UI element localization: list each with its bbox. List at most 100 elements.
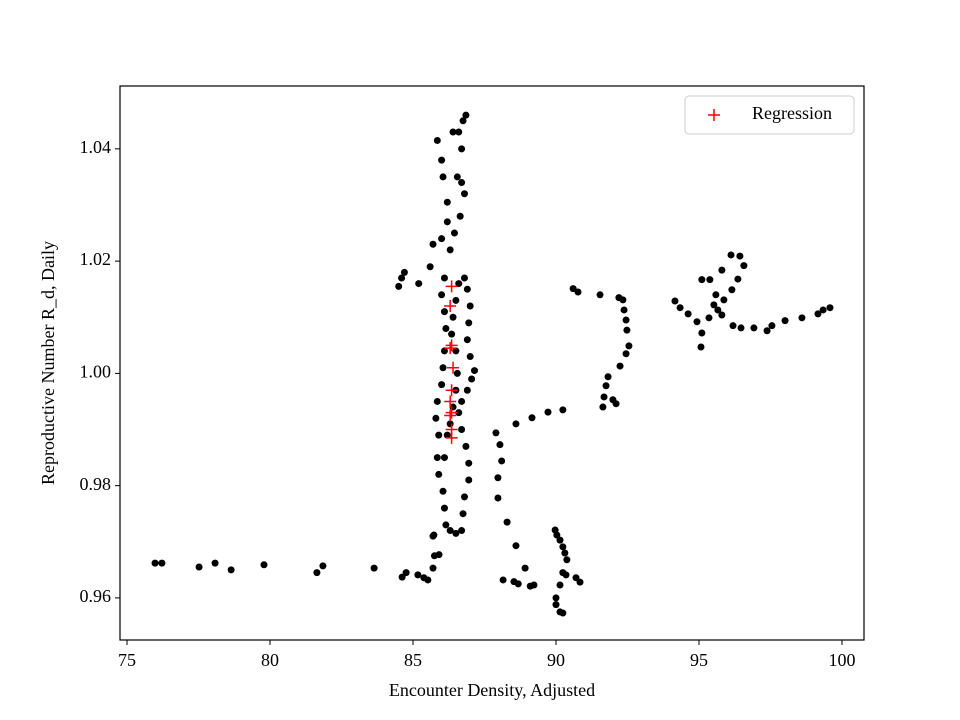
data-point: [814, 310, 822, 318]
data-point: [706, 276, 714, 284]
data-point: [737, 324, 745, 332]
data-point: [463, 336, 471, 344]
data-point: [424, 576, 432, 584]
data-point: [449, 313, 457, 321]
data-point: [439, 173, 447, 181]
data-point: [819, 306, 827, 314]
data-point: [572, 574, 580, 582]
data-point: [453, 369, 461, 377]
y-axis-label: Reproductive Number R_d, Daily: [38, 241, 58, 485]
data-point: [596, 291, 604, 299]
data-point: [463, 386, 471, 394]
data-point: [528, 414, 536, 422]
data-point: [698, 329, 706, 337]
data-point: [195, 563, 203, 571]
data-point: [313, 569, 321, 577]
regression-point: [445, 406, 458, 419]
x-tick-label: 90: [547, 650, 565, 670]
data-point: [440, 308, 448, 316]
data-point: [452, 296, 460, 304]
data-point: [468, 375, 476, 383]
data-point: [465, 476, 473, 484]
x-axis-label: Encounter Density, Adjusted: [389, 680, 595, 700]
data-point: [319, 562, 327, 570]
data-point: [466, 353, 474, 361]
y-tick-label: 0.96: [80, 586, 112, 606]
data-point: [720, 296, 728, 304]
data-point: [455, 280, 463, 288]
y-tick-label: 0.98: [80, 474, 112, 494]
data-point: [458, 426, 466, 434]
data-point: [448, 330, 456, 338]
data-point: [559, 609, 567, 617]
data-point: [450, 229, 458, 237]
data-point: [676, 304, 684, 312]
x-tick-label: 80: [261, 650, 279, 670]
data-point: [494, 494, 502, 502]
data-point: [494, 474, 502, 482]
data-point: [459, 117, 467, 125]
data-point: [496, 441, 504, 449]
data-point: [705, 314, 713, 322]
data-point: [600, 393, 608, 401]
data-point: [697, 343, 705, 351]
data-point: [440, 504, 448, 512]
data-point: [442, 324, 450, 332]
data-point: [458, 397, 466, 405]
regression-point: [444, 342, 457, 355]
data-point: [429, 240, 437, 248]
data-point: [727, 251, 735, 259]
data-point: [470, 367, 478, 375]
data-point: [553, 531, 561, 539]
data-point: [460, 190, 468, 198]
data-point: [438, 235, 446, 243]
data-point: [429, 564, 437, 572]
data-point: [439, 364, 447, 372]
data-point: [781, 317, 789, 325]
data-point: [458, 179, 466, 187]
data-point: [562, 571, 570, 579]
legend-marker: [708, 109, 720, 121]
data-point: [453, 173, 461, 181]
data-point: [260, 561, 268, 569]
data-point: [460, 274, 468, 282]
regression-point: [444, 395, 457, 408]
data-point: [623, 326, 631, 334]
data-point: [798, 314, 806, 322]
data-point: [456, 212, 464, 220]
data-point: [433, 397, 441, 405]
data-point: [440, 274, 448, 282]
data-point: [512, 542, 520, 550]
data-point: [559, 406, 567, 414]
data-point: [574, 288, 582, 296]
data-point: [465, 319, 473, 327]
data-point: [714, 306, 722, 314]
data-point: [684, 310, 692, 318]
data-point: [466, 302, 474, 310]
data-point: [458, 527, 466, 535]
regression-point: [444, 300, 457, 313]
x-tick-label: 75: [118, 650, 136, 670]
data-point: [498, 457, 506, 465]
data-point: [492, 429, 500, 437]
data-point: [671, 297, 679, 305]
data-point: [227, 566, 235, 574]
data-point: [499, 576, 507, 584]
data-point: [433, 454, 441, 462]
data-point: [460, 493, 468, 501]
regression-point: [447, 361, 460, 374]
data-point: [432, 414, 440, 422]
data-point: [151, 559, 159, 567]
data-point: [556, 536, 564, 544]
data-point: [452, 347, 460, 355]
data-point: [455, 128, 463, 136]
data-point: [718, 266, 726, 274]
data-point: [728, 286, 736, 294]
data-point: [693, 318, 701, 326]
data-point: [440, 347, 448, 355]
data-point: [763, 327, 771, 335]
legend-label: Regression: [752, 103, 832, 123]
regression-point: [445, 384, 458, 397]
data-point: [736, 252, 744, 260]
